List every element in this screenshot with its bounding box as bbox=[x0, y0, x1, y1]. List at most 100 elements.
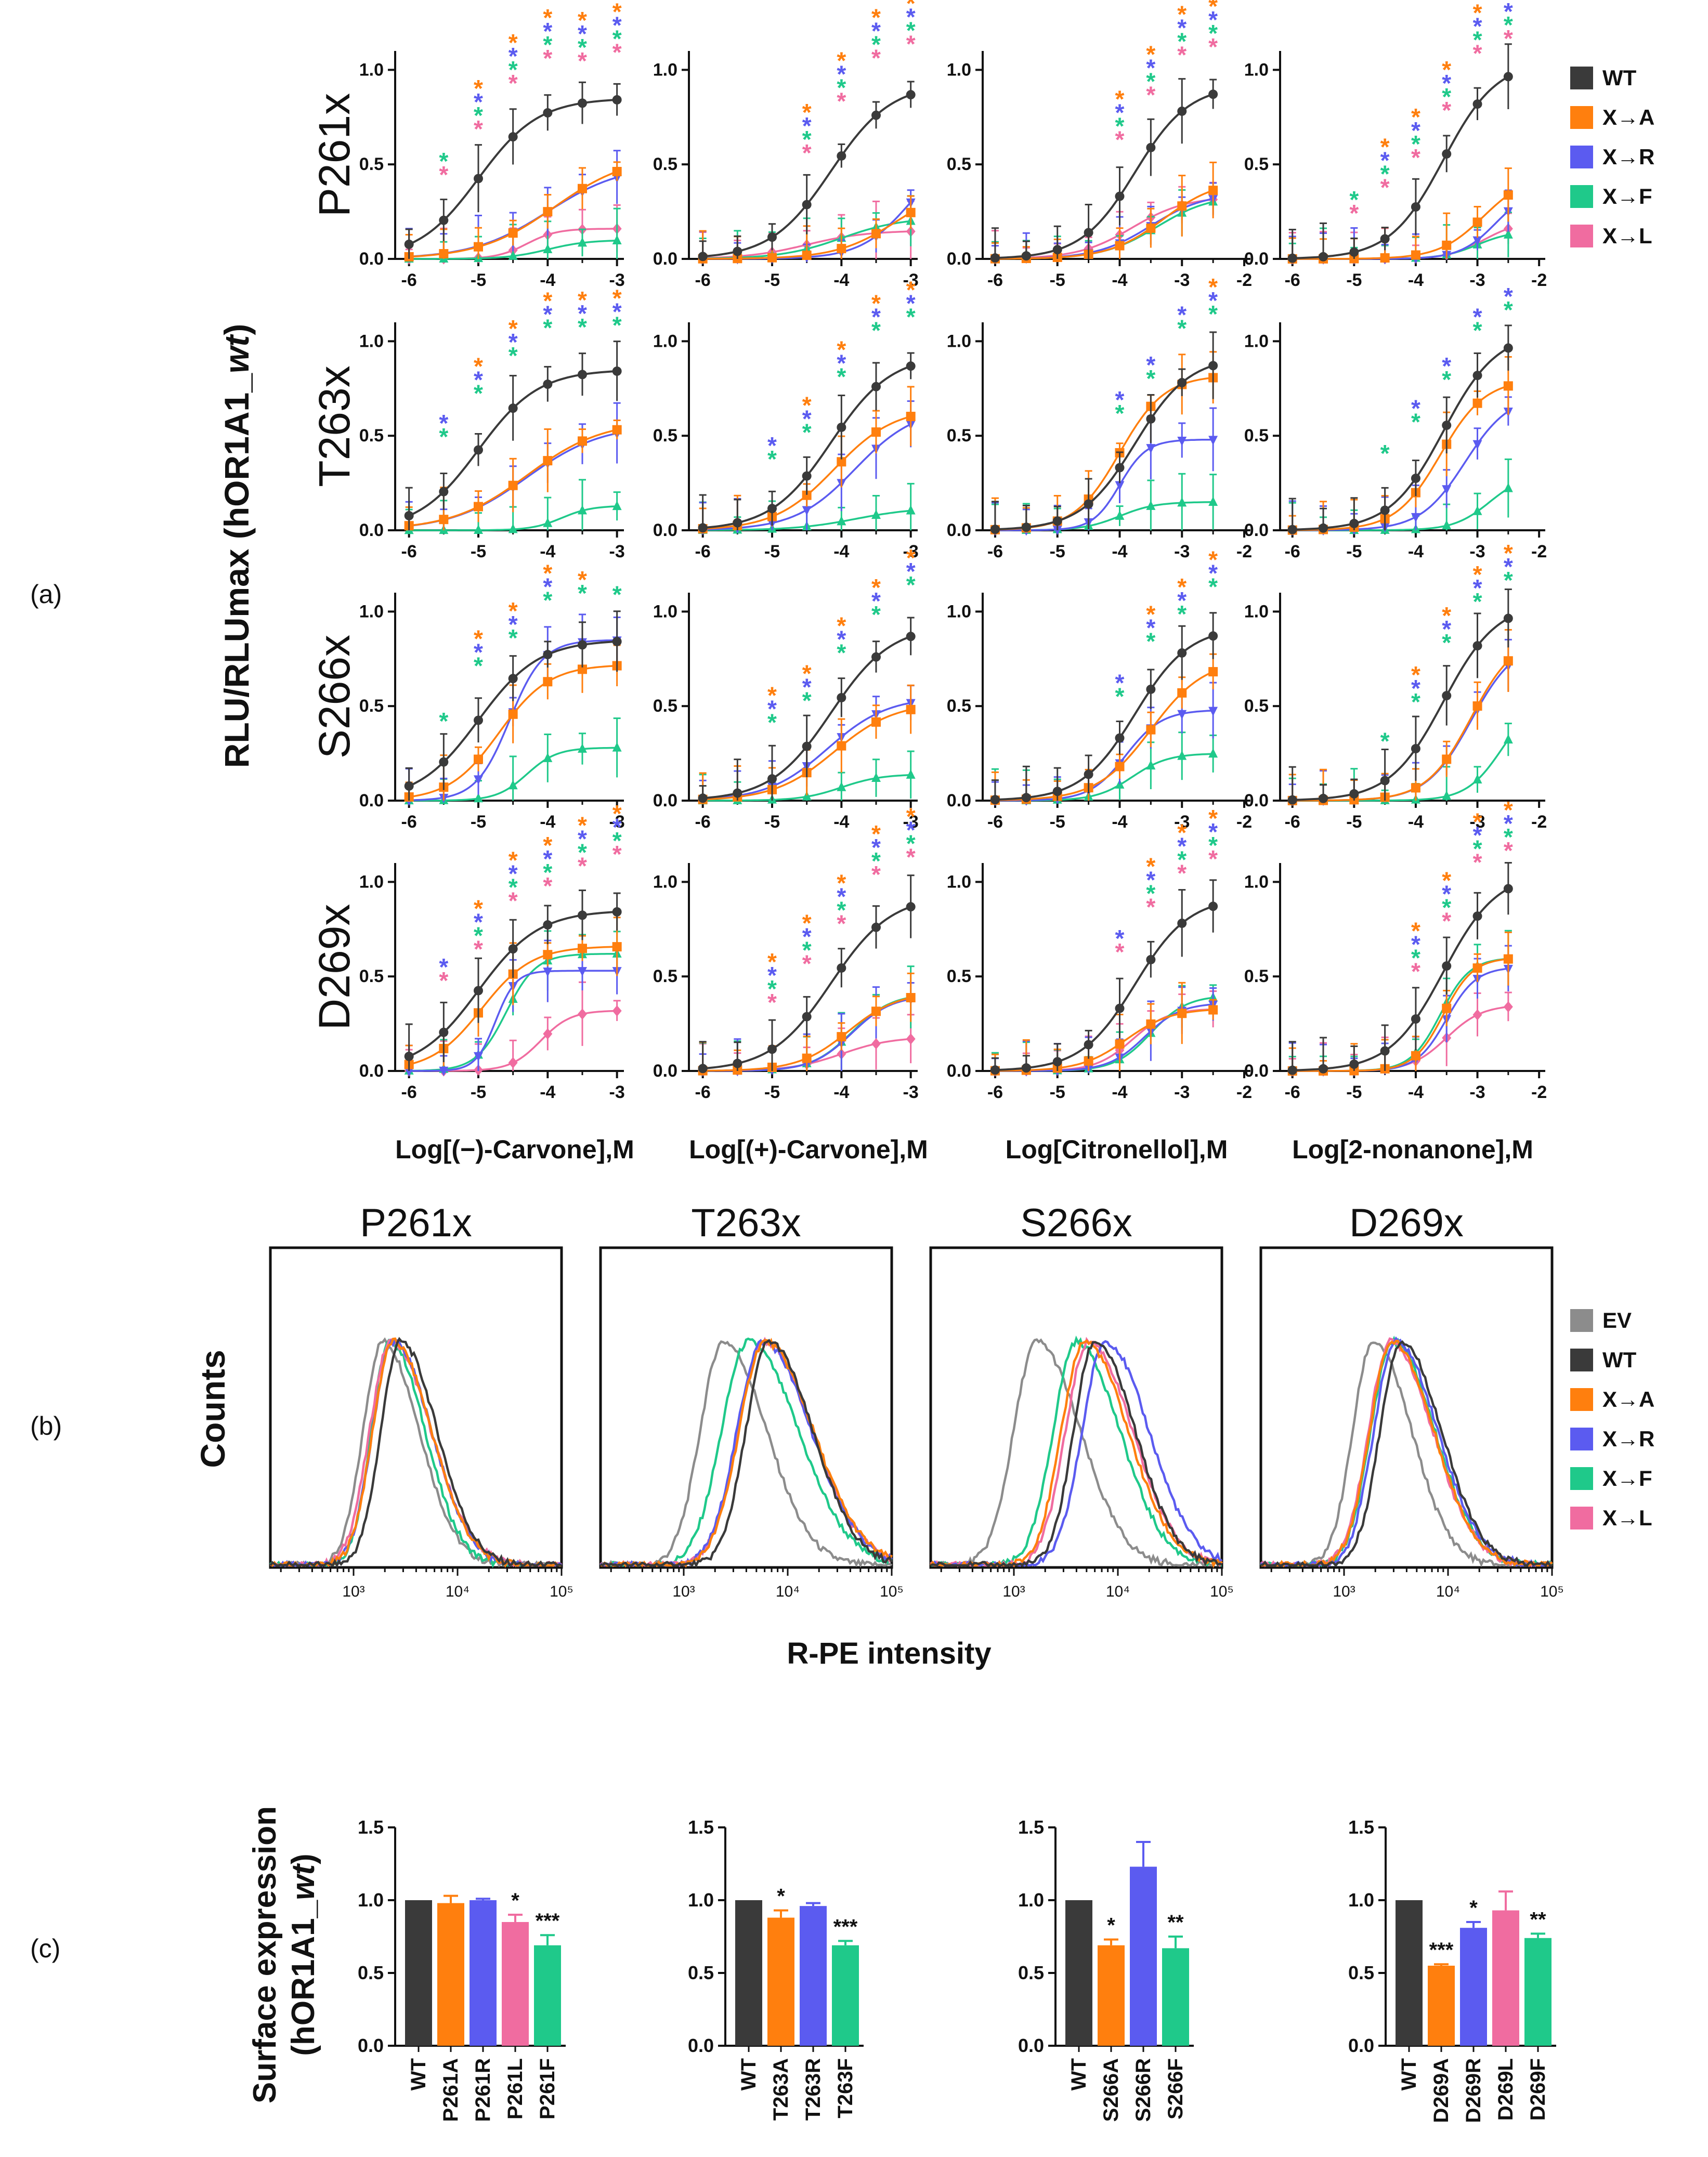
significance-star: * bbox=[612, 0, 622, 25]
x-tick-label: -5 bbox=[764, 270, 780, 290]
histogram-line bbox=[270, 1337, 562, 1568]
data-point bbox=[1146, 955, 1156, 964]
panel-b: Counts R-PE intensity P261x 10³ 10⁴ 10⁵ T263x 1… bbox=[193, 1201, 1654, 1670]
data-point bbox=[906, 90, 916, 100]
y-tick-label: 1.0 bbox=[1244, 872, 1269, 892]
significance-star: * bbox=[871, 304, 881, 331]
significance-star: * bbox=[509, 56, 518, 83]
legend-swatch bbox=[1570, 225, 1593, 247]
x-tick-label: -2 bbox=[1531, 1082, 1547, 1102]
x-tick-label: 10⁵ bbox=[550, 1583, 573, 1600]
data-point bbox=[1503, 734, 1513, 744]
significance-star: * bbox=[767, 446, 777, 473]
significance-star: * bbox=[1473, 574, 1482, 602]
data-point bbox=[439, 757, 449, 767]
significance-star: * bbox=[578, 47, 587, 74]
legend-swatch bbox=[1570, 1467, 1593, 1490]
significance-star: * bbox=[1504, 553, 1513, 580]
data-point bbox=[404, 781, 414, 791]
data-point bbox=[578, 967, 587, 977]
y-tick-label: 0.5 bbox=[1244, 966, 1269, 986]
y-axis-label-c-part: ) bbox=[285, 1853, 321, 1864]
bar bbox=[1162, 1948, 1189, 2046]
significance-star: * bbox=[906, 803, 916, 830]
significance-star: * bbox=[1208, 20, 1218, 47]
y-tick-label: 1.0 bbox=[653, 331, 677, 351]
y-tick-label: 1.0 bbox=[1244, 602, 1269, 621]
bar bbox=[1524, 1938, 1551, 2046]
significance-star: * bbox=[1146, 600, 1155, 628]
x-tick-label: P261L bbox=[504, 2058, 527, 2120]
data-point bbox=[1287, 525, 1297, 534]
x-tick-label: -5 bbox=[1050, 542, 1065, 561]
x-tick-label: -5 bbox=[764, 812, 780, 832]
histogram-line bbox=[1260, 1337, 1553, 1568]
significance-star: * bbox=[837, 363, 846, 390]
data-point bbox=[1411, 474, 1420, 483]
significance-star: * bbox=[767, 696, 777, 723]
x-tick-label: -5 bbox=[471, 270, 486, 290]
data-point bbox=[508, 250, 518, 260]
data-point bbox=[474, 793, 483, 803]
significance-star: * bbox=[1442, 908, 1451, 935]
y-tick-label: 0.0 bbox=[653, 791, 677, 810]
significance-star: * bbox=[1115, 400, 1125, 427]
data-point bbox=[837, 692, 846, 702]
x-tick-label: -3 bbox=[1174, 270, 1190, 290]
significance-star: * bbox=[1473, 835, 1482, 862]
y-tick-label: 1.0 bbox=[359, 872, 384, 892]
significance-star: * bbox=[1146, 55, 1155, 82]
data-point bbox=[612, 234, 622, 244]
significance-star: * bbox=[767, 975, 777, 1002]
data-point bbox=[474, 502, 483, 512]
data-point bbox=[1503, 954, 1513, 964]
significance-star: * bbox=[1208, 832, 1218, 859]
data-point bbox=[612, 1005, 622, 1017]
legend-label: X→R bbox=[1602, 145, 1654, 169]
x-tick-label: -5 bbox=[1346, 1082, 1362, 1102]
fit-curve bbox=[1292, 660, 1509, 802]
significance-star: * bbox=[1380, 134, 1390, 161]
significance-star: * bbox=[1411, 395, 1420, 422]
significance-star: * bbox=[837, 639, 846, 666]
significance-star: * bbox=[871, 290, 881, 317]
x-tick-label: -6 bbox=[695, 812, 711, 832]
data-point bbox=[1503, 381, 1513, 391]
dose-response-subplot: 0.00.51.0-6-5-4-3-2**************** bbox=[947, 0, 1252, 290]
data-point bbox=[1021, 251, 1031, 261]
significance-star: * bbox=[1208, 546, 1218, 573]
significance-star: * bbox=[439, 953, 448, 981]
significance-star: * bbox=[1177, 832, 1187, 859]
data-point bbox=[871, 922, 881, 932]
significance-star: * bbox=[578, 812, 587, 839]
significance-star: * bbox=[612, 284, 622, 311]
x-tick-label: T263F bbox=[834, 2058, 857, 2119]
x-axis-label: Log[(−)-Carvone],M bbox=[395, 1135, 634, 1164]
data-point bbox=[508, 1057, 518, 1068]
significance-star: * bbox=[1146, 614, 1155, 641]
y-tick-label: 1.0 bbox=[1348, 1889, 1374, 1911]
y-tick-label: 0.5 bbox=[653, 154, 677, 174]
significance-star: * bbox=[1473, 561, 1482, 588]
data-point bbox=[837, 741, 846, 751]
dose-response-subplot: 0.00.51.0-6-5-4-3-2**************** bbox=[1244, 796, 1547, 1102]
significance-star: * bbox=[1146, 82, 1155, 109]
significance-star: * bbox=[1177, 15, 1187, 42]
significance-star: * bbox=[1504, 823, 1513, 851]
data-point bbox=[1503, 482, 1513, 492]
significance-star: * bbox=[543, 586, 552, 613]
significance-star: * bbox=[509, 43, 518, 70]
data-point bbox=[1208, 707, 1218, 716]
significance-star: * bbox=[543, 832, 552, 859]
panel-label-a: (a) bbox=[30, 580, 62, 609]
y-tick-label: 0.5 bbox=[653, 426, 677, 446]
data-point bbox=[1472, 963, 1482, 973]
data-point bbox=[1411, 202, 1420, 212]
legend-swatch bbox=[1570, 1309, 1593, 1332]
y-tick-label: 0.0 bbox=[947, 1061, 971, 1081]
dose-response-subplot: 0.00.51.0-6 -5 -4 -3** ********* *** bbox=[653, 277, 919, 561]
y-tick-label: 1.0 bbox=[947, 331, 971, 351]
y-tick-label: 1.0 bbox=[653, 602, 677, 621]
y-tick-label: 1.0 bbox=[359, 331, 384, 351]
significance-star: * bbox=[474, 652, 483, 679]
